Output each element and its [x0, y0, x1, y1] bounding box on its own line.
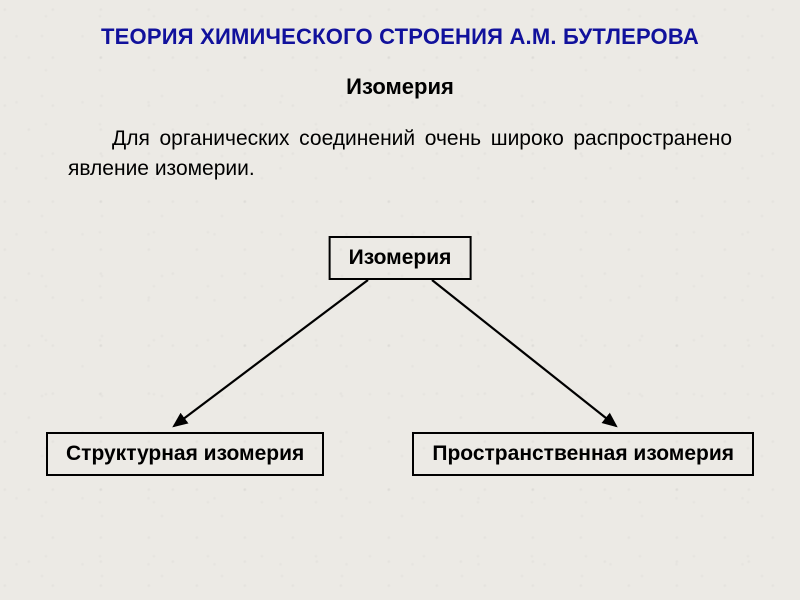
diagram-root-label: Изомерия [349, 246, 452, 270]
diagram-root-node: Изомерия [329, 236, 472, 280]
slide-title: ТЕОРИЯ ХИМИЧЕСКОГО СТРОЕНИЯ А.М. БУТЛЕРО… [0, 24, 800, 50]
diagram-left-label: Структурная изомерия [66, 442, 304, 466]
intro-paragraph: Для органических соединений очень широко… [68, 124, 732, 185]
diagram-left-node: Структурная изомерия [46, 432, 324, 476]
diagram-right-label: Пространственная изомерия [432, 442, 734, 466]
slide-subtitle: Изомерия [0, 74, 800, 100]
diagram-right-node: Пространственная изомерия [412, 432, 754, 476]
